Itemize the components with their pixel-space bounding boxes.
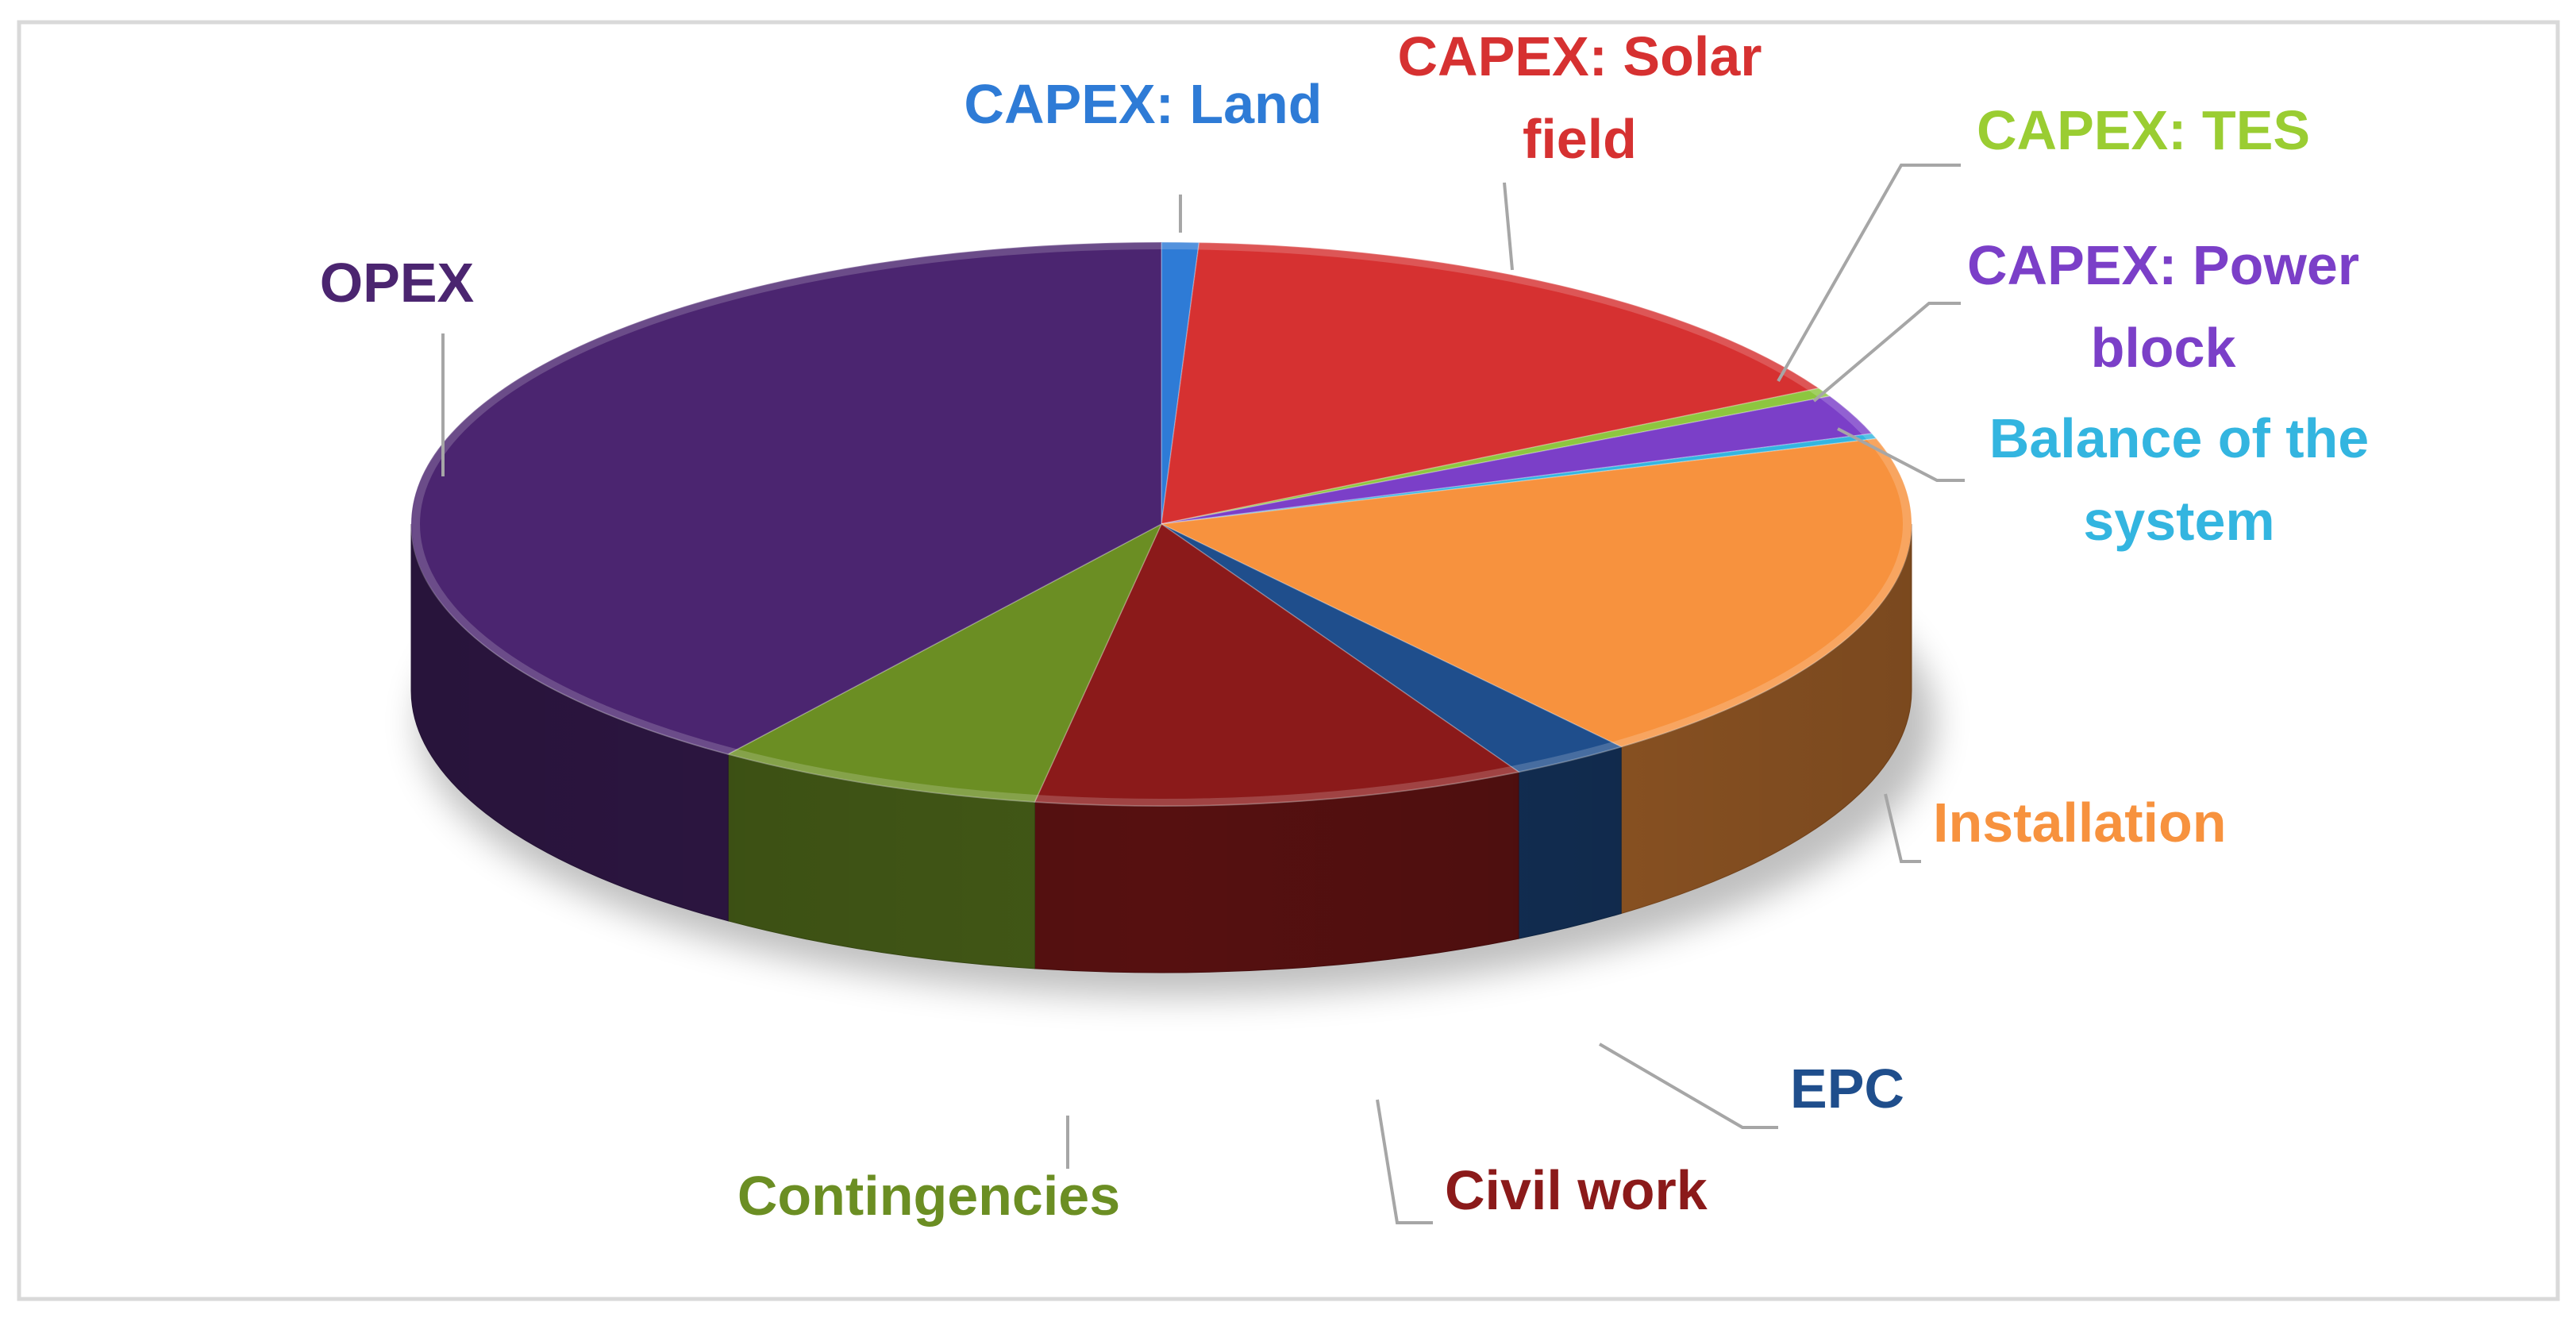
leader-line-solar: [1503, 182, 1514, 271]
pie-side-epc: [1518, 746, 1622, 939]
leader-line-civil: [1376, 1099, 1433, 1224]
pie-slice-powerblock: [1161, 395, 1873, 525]
pie-slice-contingencies: [726, 522, 1163, 803]
pie-slice-civil: [1034, 522, 1520, 807]
slice-label-epc: EPC: [1790, 1058, 1904, 1120]
leader-line-epc: [1598, 1043, 1778, 1129]
slice-label-contingencies: Contingencies: [737, 1165, 1120, 1227]
leader-line-tes: [1777, 164, 1961, 382]
slice-label-powerblock: CAPEX: Power block: [1967, 234, 2359, 379]
pie-rim-highlight: [412, 241, 1911, 807]
pie-slice-epc: [1161, 523, 1623, 773]
pie-slice-land: [1161, 241, 1200, 525]
slice-label-solar: CAPEX: Solar field: [1398, 25, 1762, 170]
slice-label-opex: OPEX: [320, 252, 475, 314]
pie-slice-opex: [410, 241, 1162, 755]
leader-line-installation: [1884, 793, 1921, 863]
slice-label-bos: Balance of the system: [1989, 407, 2369, 552]
leader-line-bos: [1837, 427, 1965, 482]
slice-label-land: CAPEX: Land: [964, 73, 1322, 135]
leader-line-powerblock: [1812, 302, 1961, 403]
pie-slice-solar: [1161, 241, 1820, 525]
pie-slice-bos: [1161, 433, 1878, 525]
slice-label-tes: CAPEX: TES: [1977, 99, 2310, 161]
slice-label-installation: Installation: [1933, 792, 2226, 854]
slice-label-civil: Civil work: [1445, 1159, 1708, 1221]
pie-slice-installation: [1159, 437, 1912, 748]
